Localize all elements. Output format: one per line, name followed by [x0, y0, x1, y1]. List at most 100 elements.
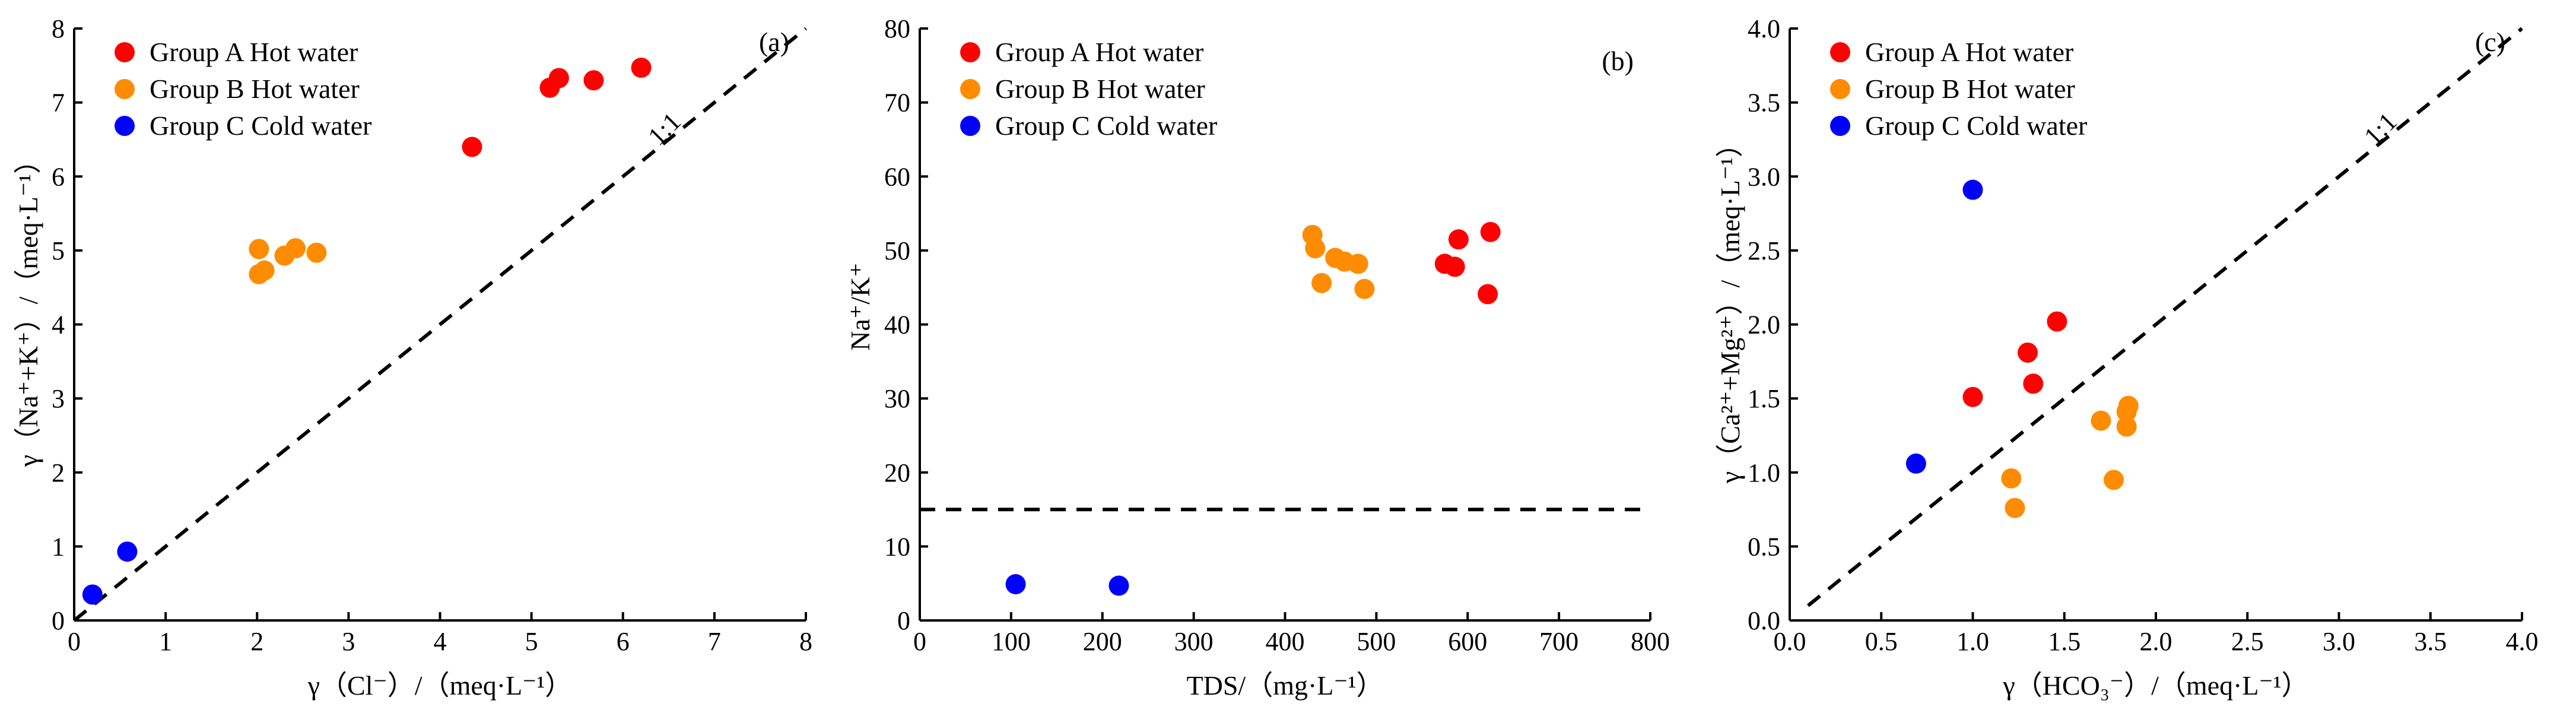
series-1	[462, 58, 652, 157]
x-axis-title: γ（Cl⁻）/（meq·L⁻¹）	[307, 670, 573, 701]
legend-entry: Group B Hot water	[150, 74, 360, 104]
legend-marker	[115, 116, 135, 136]
legend-entry: Group C Cold water	[995, 110, 1217, 141]
series-2	[2001, 395, 2139, 518]
legend-entry: Group C Cold water	[1865, 110, 2087, 141]
data-point	[1348, 254, 1368, 274]
data-point	[1480, 221, 1501, 242]
legend: Group A Hot water Group B Hot water Group …	[960, 37, 1217, 141]
x-tick-label: 700	[1539, 627, 1578, 656]
data-point	[306, 242, 327, 263]
x-tick-label: 3.5	[2414, 627, 2447, 656]
y-tick-label: 3.0	[1748, 162, 1780, 191]
data-point	[2023, 373, 2044, 394]
legend-marker	[115, 79, 135, 99]
legend-entry: Group B Hot water	[995, 74, 1205, 104]
data-point	[1962, 179, 1983, 200]
data-point	[1108, 575, 1129, 596]
x-tick-label: 3	[342, 627, 355, 656]
y-axis-title: γ（Ca²⁺+Mg²⁺）/（meq·L⁻¹）	[1715, 130, 1745, 484]
y-axis-title: Na⁺/K⁺	[845, 262, 875, 350]
data-point	[249, 239, 269, 259]
y-tick-label: 50	[884, 236, 910, 265]
legend-entry: Group A Hot water	[150, 37, 358, 67]
x-tick-label: 2.0	[2140, 627, 2172, 656]
series-3	[1905, 179, 1983, 474]
legend-entry: Group A Hot water	[1865, 37, 2073, 67]
one-to-one-line	[73, 27, 807, 622]
y-tick-label: 6	[52, 162, 65, 191]
x-tick-label: 1	[159, 627, 172, 656]
x-tick-label: 7	[708, 627, 721, 656]
y-tick-label: 60	[884, 162, 910, 191]
y-tick-label: 1	[52, 532, 65, 561]
x-tick-label: 0	[913, 627, 926, 656]
data-point	[254, 260, 275, 281]
data-point	[1448, 229, 1469, 250]
legend-marker	[960, 42, 980, 62]
chart-panel-2: 0 100 200 300 400 500 600 700 800 0 10 20 30 40 50 60 70…	[845, 14, 1670, 701]
legend-entry: Group C Cold water	[150, 110, 371, 141]
data-point	[1962, 387, 1983, 407]
chart-panel-1: 0 1 2 3 4 5 6 7 8 0 1 2 3 4 5 6 7 8 γ（Cl⁻）/（meq·L⁻¹） γ（Na⁺+…	[13, 14, 812, 701]
legend-marker	[960, 116, 980, 136]
legend-marker	[1830, 116, 1850, 136]
x-tick-label: 4.0	[2506, 627, 2539, 656]
data-point	[1478, 284, 1498, 305]
panel-label: (c)	[2475, 27, 2505, 57]
y-tick-label: 7	[52, 88, 65, 118]
data-point	[1444, 256, 1465, 277]
series-3	[1005, 574, 1129, 596]
legend-marker	[960, 79, 980, 99]
legend-entry: Group A Hot water	[995, 37, 1203, 67]
x-tick-label: 400	[1266, 627, 1305, 656]
x-axis-title: γ（HCO₃⁻）/（meq·L⁻¹）	[2002, 670, 2308, 701]
x-tick-label: 2	[250, 627, 263, 656]
y-tick-label: 8	[52, 14, 65, 43]
x-tick-label: 0.5	[1865, 627, 1898, 656]
y-tick-label: 2	[52, 458, 65, 487]
series-1	[1434, 221, 1501, 305]
y-tick-label: 5	[52, 236, 65, 265]
series-1	[1962, 311, 2067, 407]
x-tick-label: 200	[1083, 627, 1122, 656]
y-tick-label: 4.0	[1748, 14, 1780, 43]
y-tick-label: 80	[884, 14, 910, 43]
data-point	[117, 541, 138, 562]
y-tick-label: 2.5	[1748, 236, 1780, 265]
legend-entry: Group B Hot water	[1865, 74, 2075, 104]
data-point	[2047, 311, 2067, 332]
data-point	[82, 584, 103, 605]
data-point	[631, 58, 652, 78]
y-tick-label: 70	[884, 88, 910, 118]
y-tick-label: 4	[52, 311, 65, 340]
y-tick-label: 10	[884, 532, 910, 561]
data-point	[1354, 278, 1375, 299]
y-tick-label: 2.0	[1748, 311, 1780, 340]
data-point	[1005, 574, 1026, 594]
y-tick-label: 40	[884, 311, 910, 340]
y-tick-label: 3	[52, 384, 65, 413]
one-to-one-line	[1806, 27, 2523, 607]
y-tick-label: 30	[884, 384, 910, 413]
data-point	[285, 238, 306, 259]
x-tick-label: 0.0	[1774, 627, 1806, 656]
x-tick-label: 800	[1631, 627, 1670, 656]
x-tick-label: 300	[1174, 627, 1214, 656]
series-2	[1302, 224, 1375, 299]
x-tick-label: 8	[799, 627, 812, 656]
x-tick-label: 4	[434, 627, 447, 656]
y-tick-label: 1.0	[1748, 458, 1780, 487]
y-tick-label: 1.5	[1748, 384, 1780, 413]
chart-panel-3: 0.0 0.5 1.0 1.5 2.0 2.5 3.0 3.5 4.0 0.0 0.5 1.0 1.5 2…	[1715, 14, 2539, 701]
y-axis-title: γ（Na⁺+K⁺）/（meq·L⁻¹）	[13, 147, 43, 467]
legend: Group A Hot water Group B Hot water Group …	[115, 37, 371, 141]
x-tick-label: 500	[1357, 627, 1396, 656]
x-tick-label: 100	[992, 627, 1031, 656]
y-tick-label: 3.5	[1748, 88, 1780, 118]
legend-marker	[1830, 42, 1850, 62]
data-point	[2018, 342, 2038, 363]
x-tick-label: 6	[617, 627, 630, 656]
data-point	[2104, 470, 2124, 490]
